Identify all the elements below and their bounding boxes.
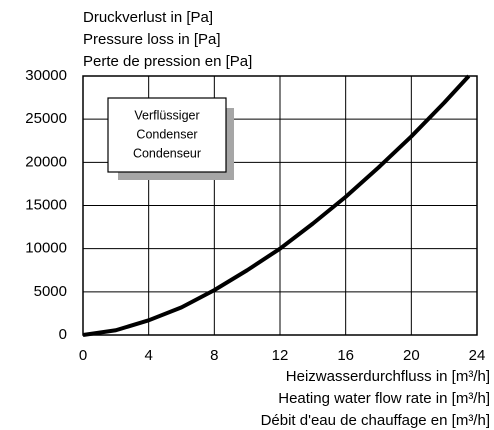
annotation: Verflüssiger bbox=[134, 108, 199, 122]
x-axis-label: Heizwasserdurchfluss in [m³/h] bbox=[286, 368, 490, 385]
y-tick-label: 25000 bbox=[25, 110, 67, 127]
y-tick-label: 10000 bbox=[25, 240, 67, 257]
x-tick-label: 12 bbox=[272, 347, 289, 364]
y-tick-label: 20000 bbox=[25, 153, 67, 170]
y-tick-label: 30000 bbox=[25, 67, 67, 84]
x-tick-label: 8 bbox=[210, 347, 218, 364]
y-axis-label: Perte de pression en [Pa] bbox=[83, 53, 252, 70]
y-tick-label: 5000 bbox=[34, 283, 67, 300]
x-tick-label: 20 bbox=[403, 347, 420, 364]
annotation: Condenser bbox=[136, 127, 197, 141]
y-axis-label: Druckverlust in [Pa] bbox=[83, 9, 213, 26]
y-tick-label: 15000 bbox=[25, 196, 67, 213]
y-tick-label: 0 bbox=[59, 326, 67, 343]
annotation: Condenseur bbox=[133, 146, 201, 160]
y-axis-label: Pressure loss in [Pa] bbox=[83, 31, 221, 48]
x-axis-label: Heating water flow rate in [m³/h] bbox=[278, 390, 490, 407]
annotation-box bbox=[107, 97, 227, 173]
data-line bbox=[82, 74, 471, 337]
x-tick-label: 4 bbox=[144, 347, 152, 364]
plot-frame bbox=[82, 75, 478, 336]
x-axis-label: Débit d'eau de chauffage en [m³/h] bbox=[261, 412, 490, 429]
x-tick-label: 24 bbox=[469, 347, 486, 364]
x-tick-label: 0 bbox=[79, 347, 87, 364]
x-tick-label: 16 bbox=[337, 347, 354, 364]
